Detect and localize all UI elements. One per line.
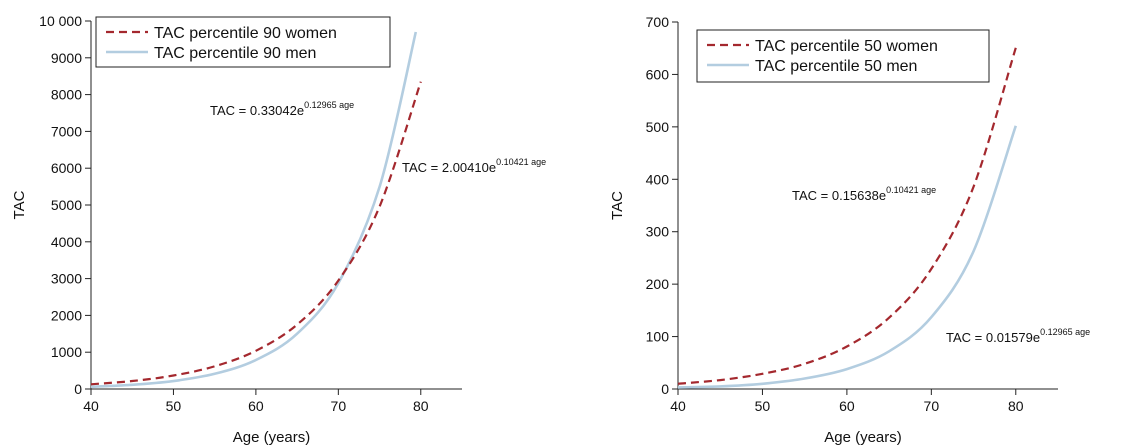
- x-tick-label: 70: [924, 398, 940, 414]
- legend-label: TAC percentile 50 women: [755, 38, 938, 55]
- y-tick-label: 9000: [51, 50, 82, 66]
- y-tick-label: 400: [646, 171, 670, 187]
- y-tick-label: 1000: [51, 344, 82, 360]
- y-tick-label: 600: [646, 66, 670, 82]
- equation-label: TAC = 0.01579e0.12965 age: [946, 327, 1090, 345]
- chart-panel-1: 40 50 60 70 80 0 1000 2000 3000 4000 5000 6000 7000 8…: [11, 13, 546, 446]
- legend-label: TAC percentile 90 women: [154, 25, 337, 42]
- chart-panel-2: 40 50 60 70 80 0 100 200 300 400 500 600 700 Age (yea…: [609, 14, 1090, 446]
- x-tick-label: 40: [670, 398, 686, 414]
- x-axis-title: Age (years): [233, 429, 311, 446]
- x-tick-label: 80: [413, 398, 429, 414]
- x-axis-title: Age (years): [824, 429, 902, 446]
- legend: TAC percentile 90 women TAC percentile 90…: [95, 16, 391, 68]
- y-axis-title: TAC: [11, 190, 28, 219]
- x-tick-label: 60: [839, 398, 855, 414]
- legend-label: TAC percentile 90 men: [154, 45, 316, 62]
- equation-label: TAC = 0.15638e0.10421 age: [792, 185, 936, 203]
- y-tick-label: 700: [646, 14, 670, 30]
- y-tick-label: 4000: [51, 234, 82, 250]
- x-tick-label: 40: [83, 398, 99, 414]
- legend-label: TAC percentile 50 men: [755, 58, 917, 75]
- legend-box: [95, 16, 391, 68]
- y-tick-label: 200: [646, 276, 670, 292]
- y-tick-label: 7000: [51, 123, 82, 139]
- series-line-women: [90, 81, 422, 386]
- y-tick-label: 6000: [51, 160, 82, 176]
- y-tick-label: 300: [646, 224, 670, 240]
- x-tick-label: 80: [1008, 398, 1024, 414]
- x-tick-label: 50: [166, 398, 182, 414]
- y-tick-label: 0: [661, 381, 669, 397]
- legend: TAC percentile 50 women TAC percentile 50…: [696, 29, 990, 83]
- y-tick-label: 100: [646, 329, 670, 345]
- series-line-men: [677, 125, 1018, 389]
- equation-label: TAC = 0.33042e0.12965 age: [210, 100, 354, 118]
- y-tick-label: 5000: [51, 197, 82, 213]
- y-tick-label: 10 000: [39, 13, 82, 29]
- y-tick-label: 0: [74, 381, 82, 397]
- x-tick-label: 60: [248, 398, 264, 414]
- y-tick-label: 8000: [51, 87, 82, 103]
- x-tick-label: 70: [331, 398, 347, 414]
- legend-box: [696, 29, 990, 83]
- y-tick-label: 500: [646, 119, 670, 135]
- y-tick-label: 3000: [51, 271, 82, 287]
- x-tick-label: 50: [755, 398, 771, 414]
- y-axis-title: TAC: [609, 191, 626, 220]
- equation-label: TAC = 2.00410e0.10421 age: [402, 157, 546, 175]
- y-tick-label: 2000: [51, 307, 82, 323]
- series-line-men: [90, 31, 418, 389]
- series-line-women: [677, 47, 1017, 385]
